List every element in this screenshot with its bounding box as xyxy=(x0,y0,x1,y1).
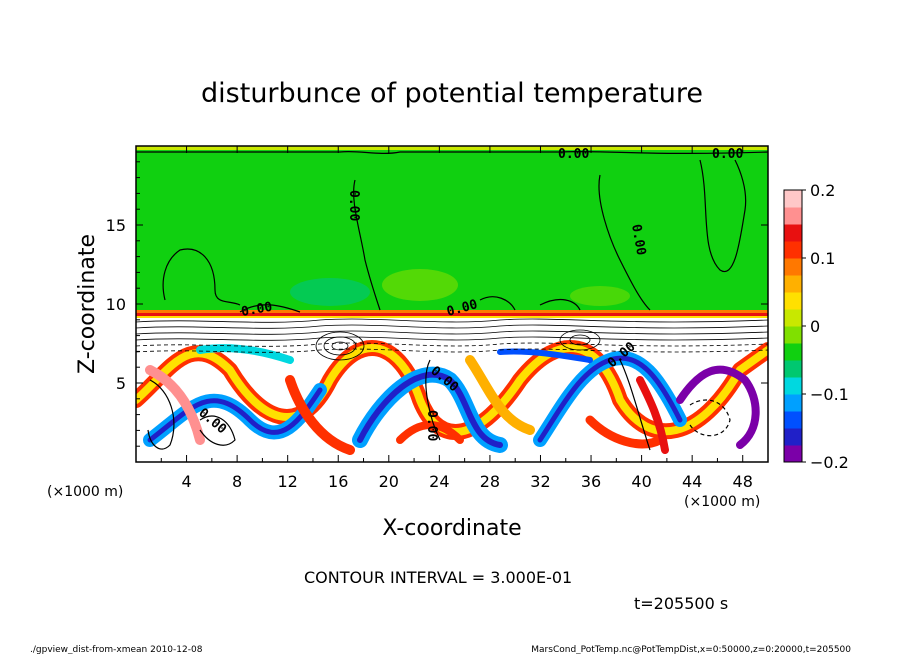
footer-right: MarsCond_PotTemp.nc@PotTempDist,x=0:5000… xyxy=(531,645,851,654)
x-tick-label: 40 xyxy=(631,472,651,491)
colorbar-segment xyxy=(784,224,802,242)
y-tick-label: 5 xyxy=(116,374,126,393)
x-axis-label: X-coordinate xyxy=(382,516,521,541)
x-axis: 4 8 12 16 20 24 28 32 36 40 44 48 xyxy=(160,146,753,491)
colorbar-tick-label: −0.1 xyxy=(810,385,849,404)
contour-label: 0.00 xyxy=(628,223,648,257)
y-axis-label: Z-coordinate xyxy=(75,234,100,374)
contour-label: 0.00 xyxy=(424,410,439,441)
x-tick-label: 8 xyxy=(232,472,242,491)
x-tick-label: 20 xyxy=(379,472,399,491)
x-tick-label: 36 xyxy=(581,472,601,491)
colorbar-tick-label: 0.2 xyxy=(810,181,835,200)
colorbar-segment xyxy=(784,343,802,361)
colorbar-segment xyxy=(784,207,802,225)
colorbar-segment xyxy=(784,241,802,259)
colorbar-segment xyxy=(784,292,802,310)
chart-title: disturbunce of potential temperature xyxy=(201,78,703,109)
y-axis: 5 10 15 xyxy=(106,161,768,447)
colorbar-segment xyxy=(784,326,802,344)
x-tick-label: 32 xyxy=(530,472,550,491)
y-tick-label: 10 xyxy=(106,295,126,314)
colorbar-segment xyxy=(784,309,802,327)
time-label: t=205500 s xyxy=(634,594,728,613)
contour-label: 0.00 xyxy=(240,300,274,320)
colorbar-ticks: 0.2 0.1 0 −0.1 −0.2 xyxy=(802,181,849,472)
colorbar-segment xyxy=(784,428,802,446)
x-tick-label: 4 xyxy=(181,472,191,491)
x-tick-label: 48 xyxy=(733,472,753,491)
colorbar-segment xyxy=(784,258,802,276)
zero-contours xyxy=(136,150,768,451)
colorbar-segment xyxy=(784,190,802,208)
colorbar-segment xyxy=(784,275,802,293)
contour-label: 0.00 xyxy=(558,147,589,162)
colorbar-segment xyxy=(784,377,802,395)
inversion-contours xyxy=(136,318,768,361)
colorbar-tick-label: 0 xyxy=(810,317,820,336)
colorbar-segment xyxy=(784,411,802,429)
x-unit-left: (×1000 m) xyxy=(47,484,123,500)
contour-label: 0.00 xyxy=(346,190,361,221)
colorbar-segment xyxy=(784,360,802,378)
x-tick-label: 24 xyxy=(429,472,449,491)
x-tick-label: 16 xyxy=(328,472,348,491)
colorbar-tick-label: −0.2 xyxy=(810,453,849,472)
contour-label: 0.00 xyxy=(712,147,743,162)
x-unit-right: (×1000 m) xyxy=(684,494,760,510)
colorbar-tick-label: 0.1 xyxy=(810,249,835,268)
plot-field: 0.00 0.00 0.00 0.00 0.00 0.00 0.00 0.00 … xyxy=(136,146,768,462)
contour-interval: CONTOUR INTERVAL = 3.000E-01 xyxy=(304,568,572,587)
y-tick-label: 15 xyxy=(106,216,126,235)
footer-left: ./gpview_dist-from-xmean 2010-12-08 xyxy=(30,645,203,654)
x-tick-label: 28 xyxy=(480,472,500,491)
x-tick-label: 12 xyxy=(278,472,298,491)
colorbar-segment xyxy=(784,394,802,412)
turbulent-bands xyxy=(136,340,768,455)
x-tick-label: 44 xyxy=(682,472,702,491)
colorbar xyxy=(784,190,802,463)
colorbar-segment xyxy=(784,445,802,463)
